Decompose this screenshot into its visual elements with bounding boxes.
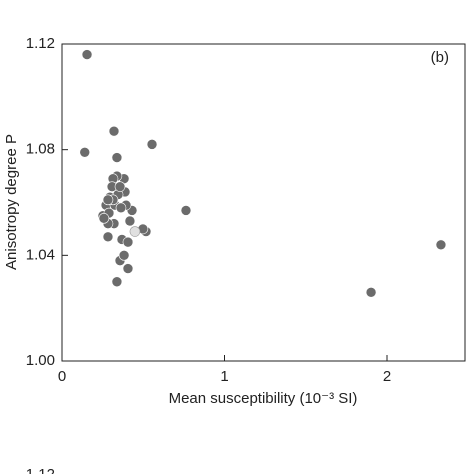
data-point: [180, 205, 192, 216]
data-point: [118, 250, 130, 261]
data-point: [81, 49, 93, 60]
plot-frame: [61, 43, 466, 362]
x-tick-label: 1: [220, 368, 228, 385]
data-point: [114, 181, 126, 192]
data-point: [111, 276, 123, 288]
y-tick-label: 1.12: [26, 466, 55, 474]
data-point: [435, 239, 447, 251]
data-point: [365, 287, 377, 298]
x-tick-label: 2: [383, 368, 391, 385]
data-point: [108, 125, 120, 137]
data-point: [115, 202, 127, 214]
data-point: [102, 231, 114, 243]
panel-label: (b): [431, 49, 449, 66]
data-point: [129, 226, 141, 237]
x-axis-label: Mean susceptibility (10⁻³ SI): [169, 390, 358, 407]
data-point: [124, 215, 136, 227]
data-point: [122, 236, 134, 248]
y-tick-label: 1.12: [26, 35, 55, 52]
data-point: [111, 152, 123, 163]
data-point: [79, 147, 91, 158]
y-tick-label: 1.08: [26, 141, 55, 158]
data-point: [146, 139, 158, 150]
data-point: [98, 213, 110, 224]
data-point: [102, 194, 114, 206]
y-tick-label: 1.00: [26, 352, 55, 369]
y-axis-label: Anisotropy degree P: [3, 134, 20, 270]
data-point: [122, 263, 134, 274]
x-tick-label: 0: [58, 368, 66, 385]
y-tick-label: 1.04: [26, 246, 55, 263]
